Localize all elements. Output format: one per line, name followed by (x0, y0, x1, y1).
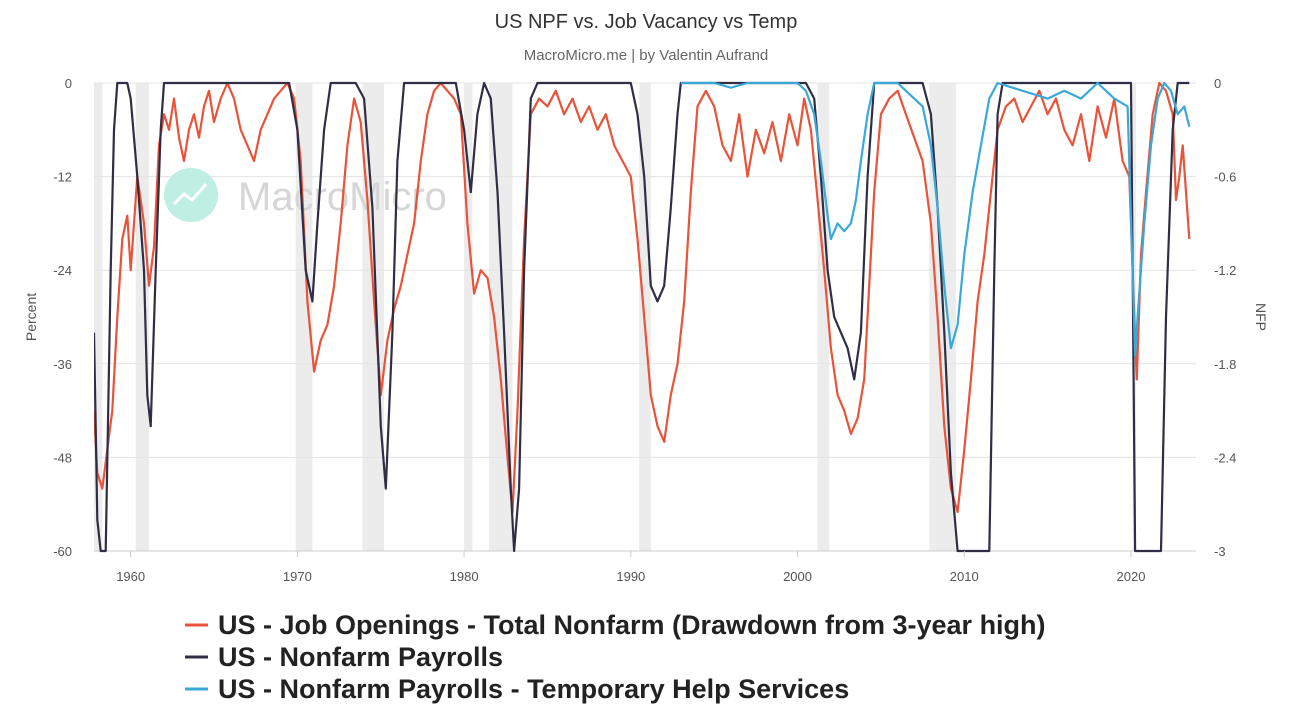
recession-band (135, 83, 150, 551)
x-tick-label: 1970 (283, 569, 312, 584)
recession-band (362, 83, 385, 551)
recession-band (817, 83, 830, 551)
left-tick-label: 0 (65, 76, 72, 91)
right-tick-label: -2.4 (1214, 450, 1236, 465)
left-tick-label: -36 (53, 357, 72, 372)
recession-band (489, 83, 513, 551)
right-tick-label: -1.8 (1214, 357, 1236, 372)
recession-band (464, 83, 473, 551)
legend-label-3: US - Nonfarm Payrolls - Temporary Help S… (218, 674, 849, 704)
right-tick-label: -1.2 (1214, 263, 1236, 278)
legend-label-2: US - Nonfarm Payrolls (218, 642, 503, 672)
x-axis-ticks: 1960 1970 1980 1990 2000 2010 2020 (116, 551, 1145, 584)
series-line-1 (94, 81, 1191, 514)
x-tick-label: 2000 (783, 569, 812, 584)
right-axis-ticks: 0 -0.6 -1.2 -1.8 -2.4 -3 (1214, 76, 1236, 559)
watermark: MacroMicro (164, 168, 447, 222)
left-axis-title: Percent (23, 293, 39, 341)
right-axis-title: NFP (1253, 303, 1269, 331)
right-tick-label: -0.6 (1214, 170, 1236, 185)
right-tick-label: 0 (1214, 76, 1221, 91)
left-tick-label: -48 (53, 450, 72, 465)
series-lines (94, 81, 1191, 553)
left-tick-label: -24 (53, 263, 72, 278)
series-line-3 (680, 81, 1191, 358)
recession-band (94, 83, 103, 551)
chart-title: US NPF vs. Job Vacancy vs Temp (495, 11, 798, 33)
left-tick-label: -60 (53, 544, 72, 559)
x-tick-label: 2020 (1117, 569, 1146, 584)
left-tick-label: -12 (53, 170, 72, 185)
x-tick-label: 1960 (116, 569, 145, 584)
watermark-logo-icon (164, 168, 218, 222)
x-tick-label: 1990 (616, 569, 645, 584)
legend-label-1: US - Job Openings - Total Nonfarm (Drawd… (218, 610, 1046, 640)
x-tick-label: 2010 (950, 569, 979, 584)
recession-band (295, 83, 313, 551)
chart-subtitle: MacroMicro.me | by Valentin Aufrand (524, 47, 769, 64)
right-tick-label: -3 (1214, 544, 1226, 559)
x-tick-label: 1980 (450, 569, 479, 584)
watermark-logo-mark (172, 183, 208, 206)
legend: US - Job Openings - Total Nonfarm (Drawd… (185, 610, 1046, 704)
left-axis-ticks: 0 -12 -24 -36 -48 -60 (53, 76, 72, 559)
